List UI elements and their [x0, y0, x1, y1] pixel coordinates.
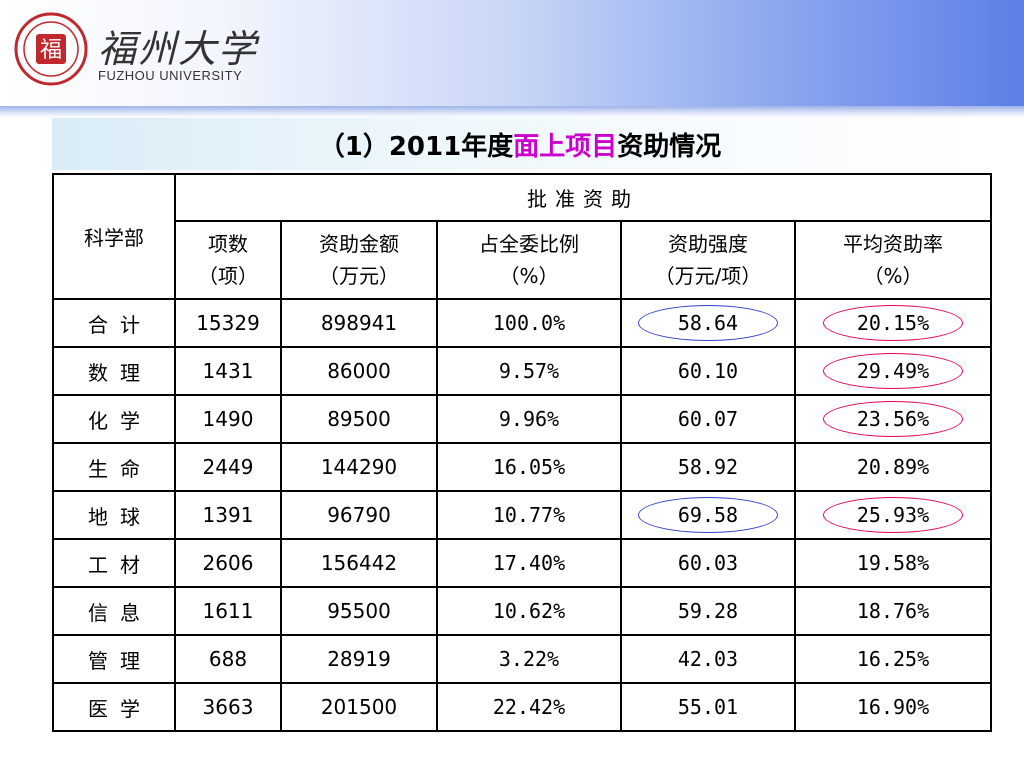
- university-seal-icon: 福: [14, 12, 88, 86]
- ratio-cell: 10.62%: [436, 586, 622, 636]
- rate-cell: 16.25%: [793, 634, 993, 684]
- amount-cell: 156442: [280, 538, 438, 588]
- intensity-cell: 42.03: [620, 634, 796, 684]
- seal-char: 福: [40, 38, 62, 63]
- column-header: 项数 （项）: [174, 220, 282, 300]
- count-cell: 1490: [174, 394, 282, 444]
- intensity-cell: 59.28: [620, 586, 796, 636]
- table-row: 管理 688 28919 3.22% 42.03 16.25%: [52, 634, 993, 684]
- dept-cell: 化学: [52, 394, 176, 444]
- count-cell: 15329: [174, 298, 282, 348]
- column-header: 平均资助率 （%）: [793, 220, 993, 300]
- header-banner: [0, 0, 1024, 108]
- dept-cell: 地球: [52, 490, 176, 540]
- count-cell: 688: [174, 634, 282, 684]
- group-header: 批准资助: [173, 173, 993, 222]
- rate-cell: 20.15%: [793, 298, 993, 348]
- intensity-cell: 58.92: [620, 442, 796, 492]
- table-row: 医学 3663 201500 22.42% 55.01 16.90%: [52, 682, 993, 732]
- count-cell: 2449: [174, 442, 282, 492]
- amount-cell: 898941: [280, 298, 438, 348]
- table-row: 数理 1431 86000 9.57% 60.10 29.49%: [52, 346, 993, 396]
- rate-cell: 23.56%: [793, 394, 993, 444]
- table-row: 地球 1391 96790 10.77% 69.58 25.93%: [52, 490, 993, 540]
- rate-cell: 29.49%: [793, 346, 993, 396]
- title-highlight: 面上项目: [513, 131, 618, 162]
- amount-cell: 86000: [280, 346, 438, 396]
- funding-table: 科学部 批准资助 项数 （项） 资助金额 （万元） 占全委比例 （%） 资助强度 （万元…: [52, 173, 993, 732]
- dept-cell: 医学: [52, 682, 176, 732]
- dept-header: 科学部: [52, 173, 176, 300]
- amount-cell: 28919: [280, 634, 438, 684]
- count-cell: 1431: [174, 346, 282, 396]
- column-header: 资助金额 （万元）: [280, 220, 438, 300]
- ratio-cell: 22.42%: [436, 682, 622, 732]
- ratio-cell: 16.05%: [436, 442, 622, 492]
- ratio-cell: 3.22%: [436, 634, 622, 684]
- title-suffix: 资助情况: [617, 131, 722, 162]
- amount-cell: 96790: [280, 490, 438, 540]
- amount-cell: 89500: [280, 394, 438, 444]
- amount-cell: 95500: [280, 586, 438, 636]
- intensity-cell: 58.64: [620, 298, 796, 348]
- university-logo-chinese: 福州大学: [98, 27, 259, 71]
- intensity-cell: 60.03: [620, 538, 796, 588]
- table-row: 合计 15329 898941 100.0% 58.64 20.15%: [52, 298, 993, 348]
- university-logo-english: FUZHOU UNIVERSITY: [98, 68, 243, 83]
- count-cell: 1611: [174, 586, 282, 636]
- column-header: 资助强度 （万元/项）: [620, 220, 796, 300]
- title-prefix: （1）2011年度: [318, 131, 514, 162]
- dept-cell: 数理: [52, 346, 176, 396]
- table-header-row: 项数 （项） 资助金额 （万元） 占全委比例 （%） 资助强度 （万元/项） 平均资助率…: [53, 220, 993, 300]
- count-cell: 1391: [174, 490, 282, 540]
- header-divider: [0, 106, 1024, 118]
- rate-cell: 16.90%: [793, 682, 993, 732]
- page-title: （1）2011年度 面上项目 资助情况: [52, 118, 988, 170]
- rate-cell: 18.76%: [793, 586, 993, 636]
- table-header-group-row: 科学部 批准资助: [52, 173, 993, 300]
- table-row: 生命 2449 144290 16.05% 58.92 20.89%: [52, 442, 993, 492]
- ratio-cell: 9.57%: [436, 346, 622, 396]
- count-cell: 2606: [174, 538, 282, 588]
- table-row: 工材 2606 156442 17.40% 60.03 19.58%: [52, 538, 993, 588]
- dept-cell: 管理: [52, 634, 176, 684]
- rate-cell: 19.58%: [793, 538, 993, 588]
- ratio-cell: 17.40%: [436, 538, 622, 588]
- ratio-cell: 10.77%: [436, 490, 622, 540]
- table-row: 化学 1490 89500 9.96% 60.07 23.56%: [52, 394, 993, 444]
- dept-cell: 工材: [52, 538, 176, 588]
- ratio-cell: 9.96%: [436, 394, 622, 444]
- intensity-cell: 60.07: [620, 394, 796, 444]
- amount-cell: 144290: [280, 442, 438, 492]
- dept-cell: 信息: [52, 586, 176, 636]
- rate-cell: 25.93%: [793, 490, 993, 540]
- rate-cell: 20.89%: [793, 442, 993, 492]
- intensity-cell: 69.58: [620, 490, 796, 540]
- column-header: 占全委比例 （%）: [436, 220, 622, 300]
- table-row: 信息 1611 95500 10.62% 59.28 18.76%: [52, 586, 993, 636]
- intensity-cell: 60.10: [620, 346, 796, 396]
- ratio-cell: 100.0%: [436, 298, 622, 348]
- amount-cell: 201500: [280, 682, 438, 732]
- dept-cell: 生命: [52, 442, 176, 492]
- dept-cell: 合计: [52, 298, 176, 348]
- intensity-cell: 55.01: [620, 682, 796, 732]
- count-cell: 3663: [174, 682, 282, 732]
